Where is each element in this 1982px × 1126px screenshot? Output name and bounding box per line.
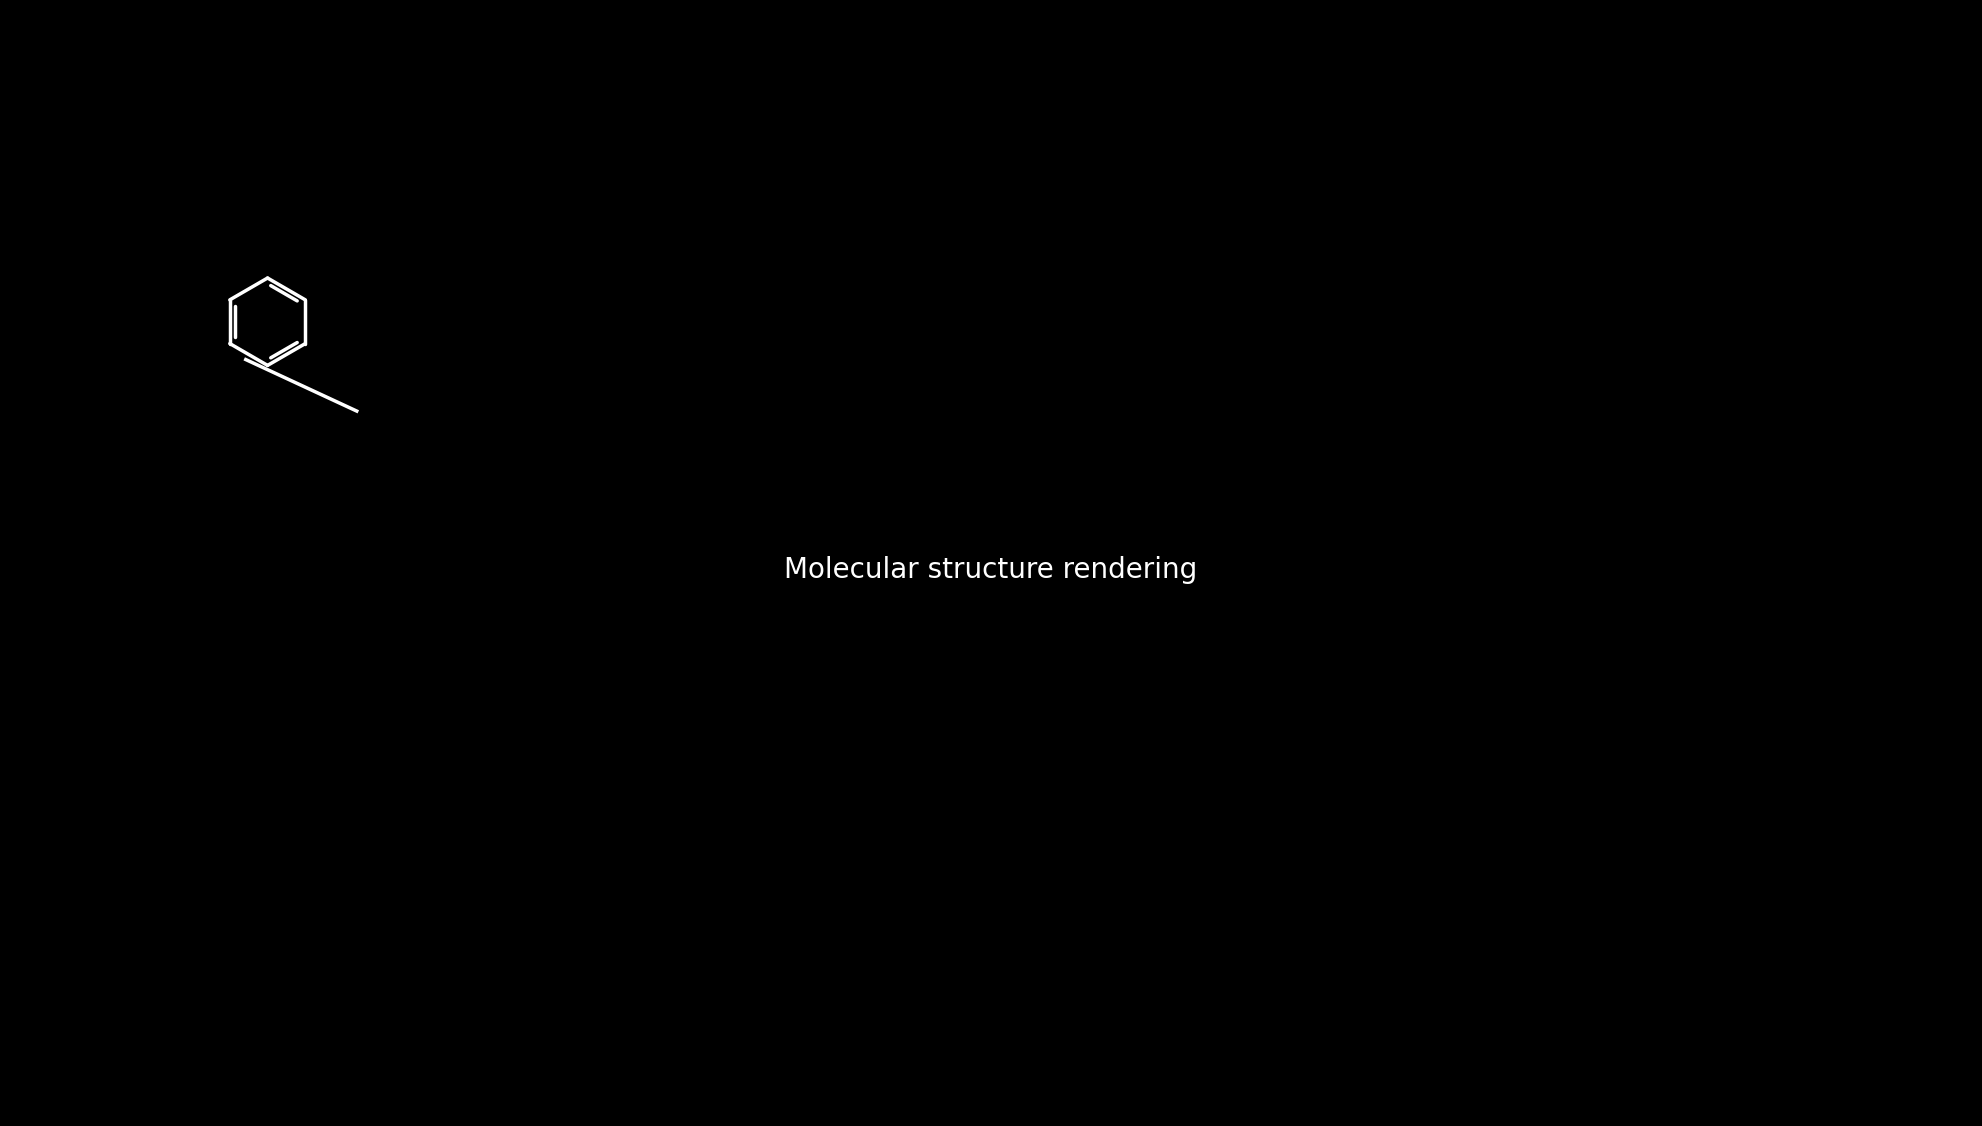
Text: Molecular structure rendering: Molecular structure rendering — [785, 556, 1197, 584]
